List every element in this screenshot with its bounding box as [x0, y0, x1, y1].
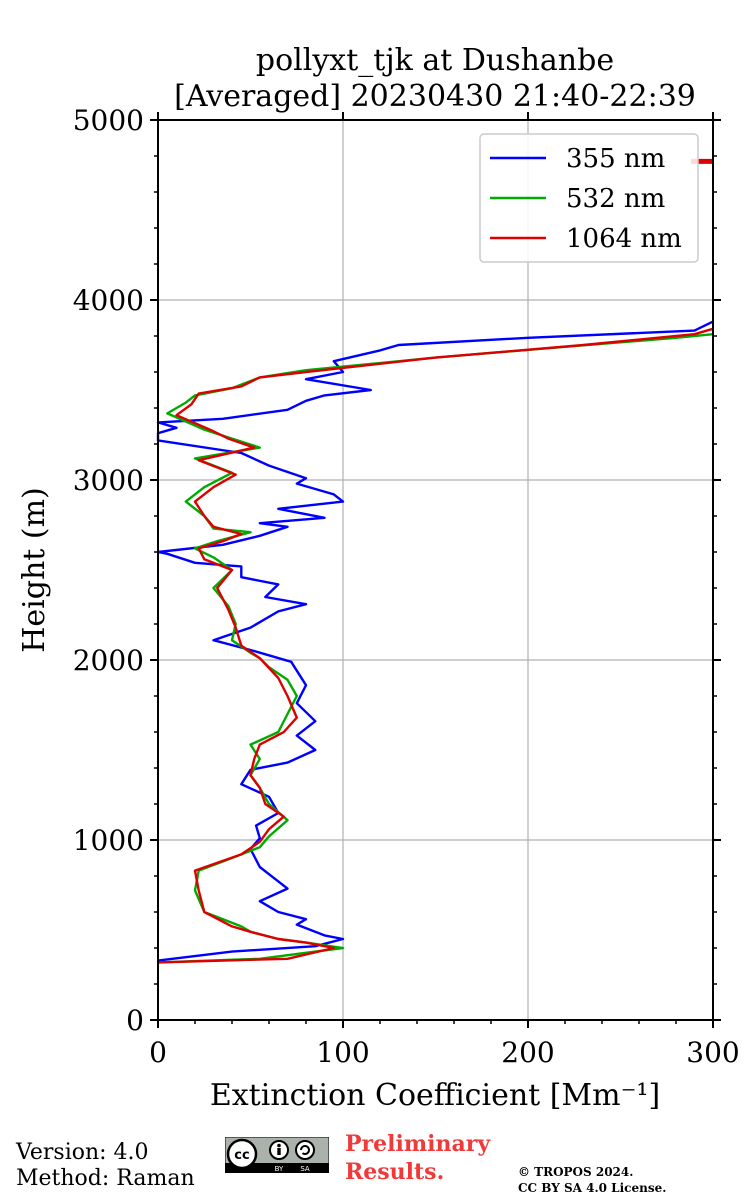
- cc-badge-sa: SA: [300, 1165, 310, 1173]
- chart: pollyxt_tjk at Dushanbe [Averaged] 20230…: [17, 43, 740, 1113]
- y-tick-label: 0: [126, 1004, 144, 1037]
- legend-label: 532 nm: [566, 184, 665, 214]
- legend-label: 1064 nm: [566, 224, 682, 254]
- y-axis-label: Height (m): [17, 487, 52, 652]
- x-tick-label: 100: [316, 1036, 369, 1069]
- legend: 355 nm 532 nm 1064 nm: [479, 133, 699, 263]
- legend-box: [479, 133, 699, 263]
- series-line-1064-nm: [157, 327, 714, 964]
- x-tick-label: 200: [501, 1036, 554, 1069]
- preliminary-label: Preliminary: [345, 1131, 491, 1157]
- chart-subtitle: [Averaged] 20230430 21:40-22:39: [174, 79, 696, 114]
- y-tick-label: 2000: [73, 644, 144, 677]
- series-line-355-nm: [156, 320, 714, 962]
- version-text: Version: 4.0: [16, 1140, 149, 1165]
- chart-title: pollyxt_tjk at Dushanbe: [256, 43, 614, 78]
- preliminary-label-2: Results.: [345, 1159, 445, 1185]
- cc-badge-text: cc: [234, 1148, 249, 1163]
- legend-label: 355 nm: [566, 144, 665, 174]
- series-lines: [156, 158, 714, 964]
- cc-badge-by: BY: [275, 1165, 284, 1173]
- x-tick-label: 0: [149, 1036, 167, 1069]
- cc-by-sa-icon: cc BY SA: [225, 1137, 329, 1173]
- x-axis-label: Extinction Coefficient [Mm⁻¹]: [210, 1078, 660, 1113]
- method-text: Method: Raman: [16, 1166, 195, 1191]
- plot-frame: [157, 119, 714, 1021]
- x-tick-label: 300: [686, 1036, 739, 1069]
- y-tick-label: 4000: [73, 284, 144, 317]
- y-tick-label: 3000: [73, 464, 144, 497]
- copyright-text: © TROPOS 2024.: [518, 1165, 634, 1179]
- y-tick-label: 1000: [73, 824, 144, 857]
- series-line-532-nm: [157, 333, 714, 964]
- y-tick-label: 5000: [73, 104, 144, 137]
- license-text: CC BY SA 4.0 License.: [518, 1181, 667, 1195]
- axes: [157, 119, 714, 1021]
